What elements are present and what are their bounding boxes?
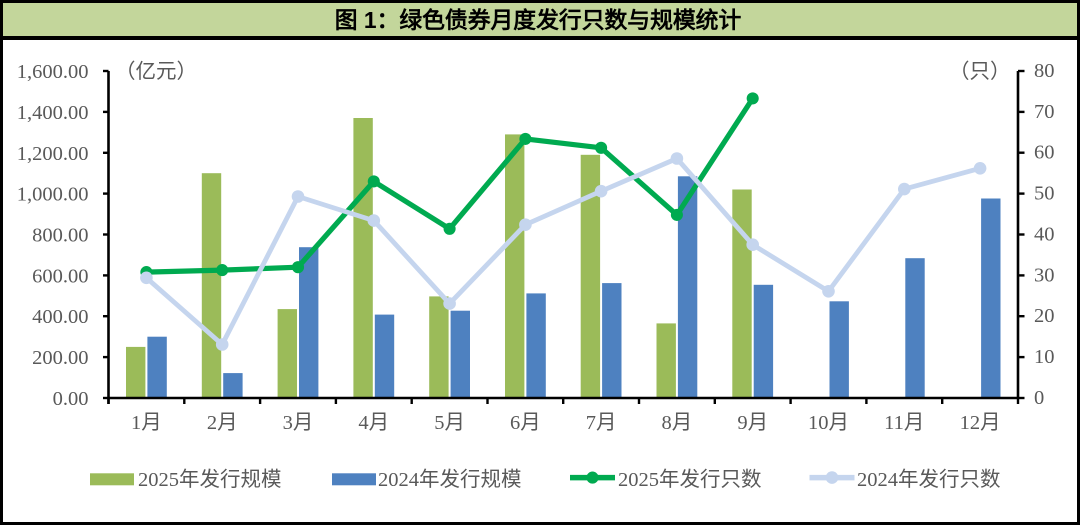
svg-text:4月: 4月 xyxy=(358,412,389,434)
svg-text:12月: 12月 xyxy=(960,412,1001,434)
svg-text:0.00: 0.00 xyxy=(53,388,89,410)
svg-text:9月: 9月 xyxy=(737,412,768,434)
svg-text:10月: 10月 xyxy=(808,412,849,434)
svg-text:1,200.00: 1,200.00 xyxy=(17,143,89,165)
svg-text:200.00: 200.00 xyxy=(32,347,88,369)
svg-text:10: 10 xyxy=(1034,346,1055,368)
svg-text:0: 0 xyxy=(1034,387,1044,409)
svg-text:600.00: 600.00 xyxy=(32,265,88,287)
svg-text:11月: 11月 xyxy=(884,412,924,434)
svg-text:2025年发行规模: 2025年发行规模 xyxy=(138,468,282,491)
svg-text:40: 40 xyxy=(1034,224,1055,246)
svg-text:800.00: 800.00 xyxy=(32,225,88,247)
svg-text:（只）: （只） xyxy=(949,60,1011,83)
svg-text:80: 80 xyxy=(1034,60,1055,82)
svg-text:60: 60 xyxy=(1034,142,1055,164)
svg-text:1月: 1月 xyxy=(131,412,162,434)
svg-text:8月: 8月 xyxy=(662,412,693,434)
svg-text:30: 30 xyxy=(1034,264,1055,286)
svg-text:（亿元）: （亿元） xyxy=(115,60,197,83)
svg-text:1,600.00: 1,600.00 xyxy=(17,61,89,83)
svg-text:5月: 5月 xyxy=(434,412,465,434)
svg-text:3月: 3月 xyxy=(283,412,314,434)
svg-text:7月: 7月 xyxy=(586,412,617,434)
svg-text:20: 20 xyxy=(1034,305,1055,327)
svg-text:6月: 6月 xyxy=(510,412,541,434)
svg-text:2025年发行只数: 2025年发行只数 xyxy=(618,468,762,491)
svg-text:图 1：绿色债券月度发行只数与规模统计: 图 1：绿色债券月度发行只数与规模统计 xyxy=(335,7,742,33)
svg-text:2月: 2月 xyxy=(207,412,238,434)
svg-text:50: 50 xyxy=(1034,183,1055,205)
svg-text:1,400.00: 1,400.00 xyxy=(17,102,89,124)
svg-text:2024年发行只数: 2024年发行只数 xyxy=(857,468,1001,491)
svg-text:70: 70 xyxy=(1034,101,1055,123)
svg-text:1,000.00: 1,000.00 xyxy=(17,184,89,206)
svg-text:400.00: 400.00 xyxy=(32,306,88,328)
svg-text:2024年发行规模: 2024年发行规模 xyxy=(378,468,522,491)
